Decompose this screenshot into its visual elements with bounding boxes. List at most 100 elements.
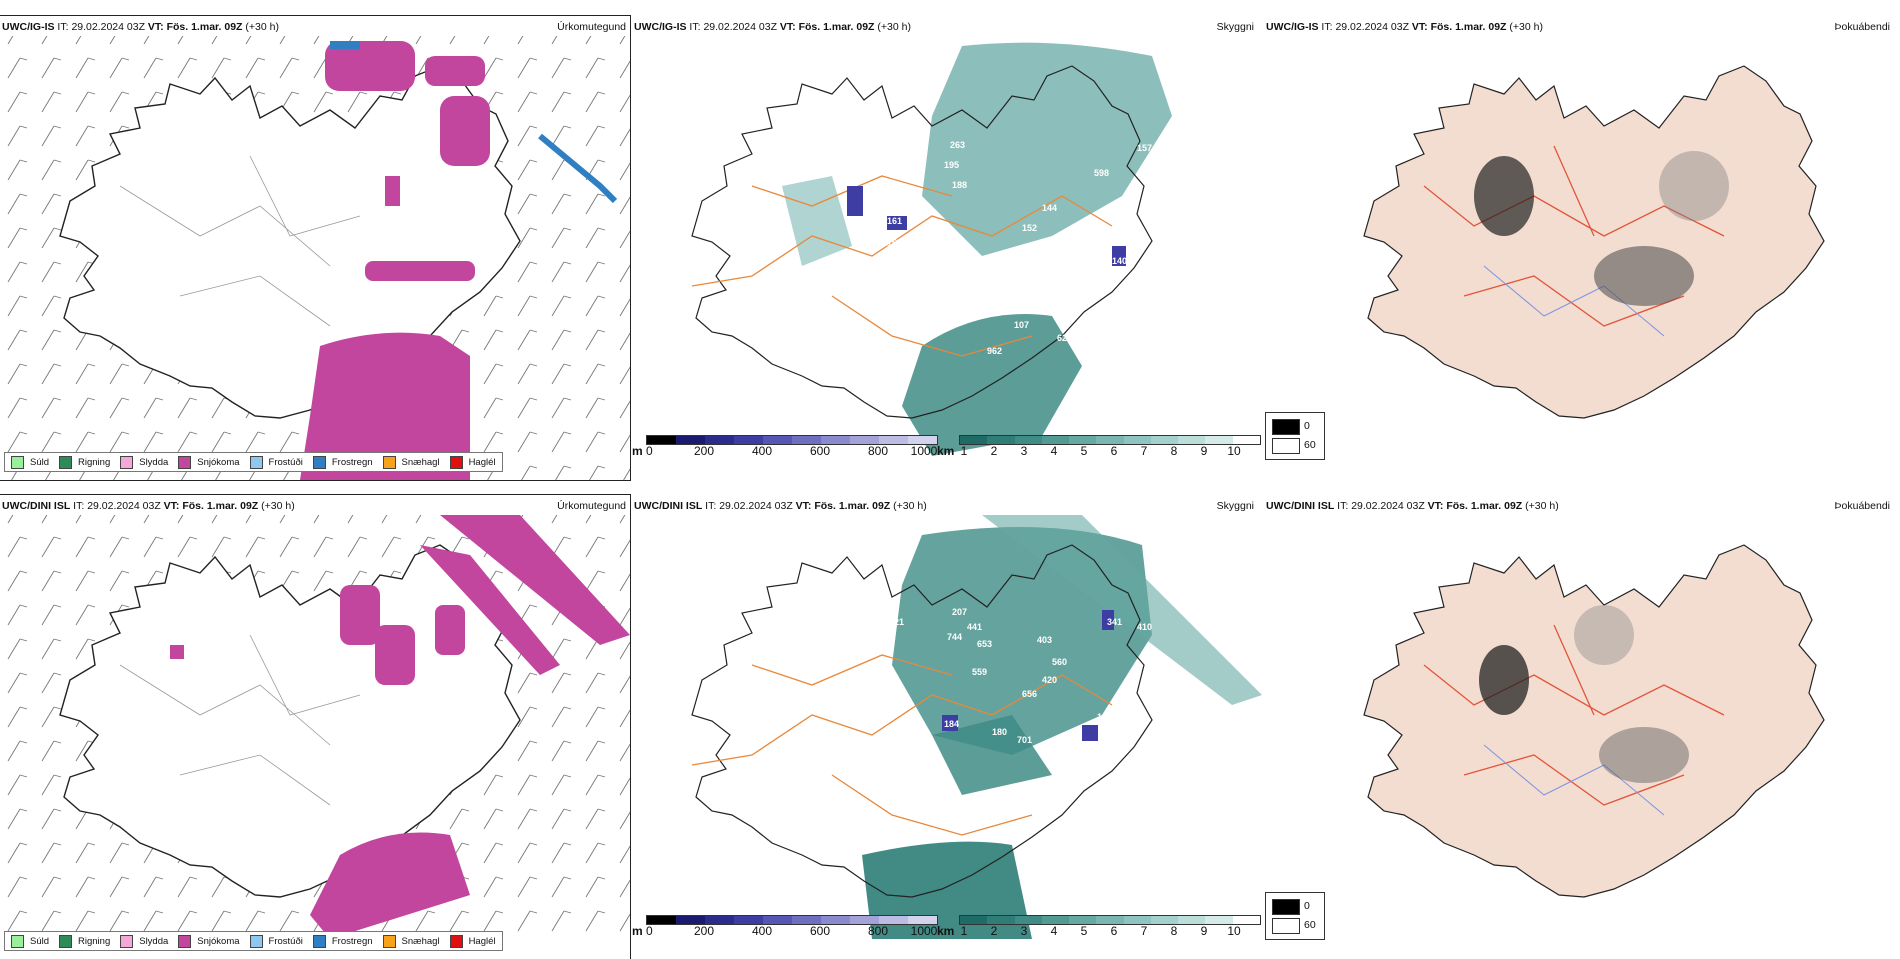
colorbar-segment [1178,436,1206,444]
colorbar-segment [647,436,676,444]
cloud-base-label: 152 [1022,223,1037,233]
colorbar-segment [1232,916,1260,924]
colorbar-segment [792,436,821,444]
cloud-base-label: 701 [1017,735,1032,745]
colorbar-segment [1041,436,1070,444]
panel-precip-type-dini: UWC/DINI ISL IT: 29.02.2024 03Z VT: Fös.… [0,494,631,959]
colorbar-segment [734,436,763,444]
colorbar-segment [1123,436,1151,444]
colorbar-segment [734,916,763,924]
cloud-base-label: 410 [1137,622,1152,632]
colorbar-segment [1205,916,1233,924]
colorbar-segment [1150,436,1179,444]
legend-item-freezing-drizzle: Frostúði [249,934,303,948]
cloud-base-label: 188 [1097,712,1112,722]
colorbar-segment [821,436,850,444]
colorbar-segment [850,436,879,444]
panel-visibility-igis: 263 195 188 161 157 148 144 152 172 175 … [632,16,1262,480]
cloud-base-label: 172 [1022,258,1037,268]
legend-item-rain: Rigning [59,934,110,948]
cloud-base-label: 656 [1022,689,1037,699]
panel-title: Skyggni [1216,500,1254,512]
colorbar-segment [908,436,937,444]
colorbar-segment [763,436,792,444]
legend-item-rain: Rigning [59,455,110,469]
colorbar-segment [821,916,850,924]
cloud-base-label: 560 [1052,657,1067,667]
cloud-base-label: 180 [992,727,1007,737]
cloud-base-label: 148 [937,238,952,248]
cloud-base-label: 136 [1052,735,1067,745]
colorbar-segment [879,916,908,924]
colorbar-segment [1014,916,1042,924]
colorbar-segment [1205,436,1233,444]
fog-legend: 0 60 [1265,412,1325,460]
colorbar-segment [792,916,821,924]
panel-title: Úrkomutegund [557,21,626,33]
cloud-base-label: 962 [987,346,1002,356]
legend-item-hail: Haglél [449,455,496,469]
legend-item-snow-pellets: Snæhagl [382,455,440,469]
legend-item-freezing-rain: Frostregn [312,934,373,948]
cloud-base-label: 559 [972,667,987,677]
panel-fog-igis: Þokuábendi [1264,16,1894,480]
cloud-base-label: 195 [944,160,959,170]
cloud-base-label: 157 [887,238,902,248]
cloud-base-label: 184 [944,719,959,729]
colorbar-segment [1178,916,1206,924]
cloud-base-label: 153 [1112,737,1127,747]
cloud-base-label: 441 [967,622,982,632]
colorbar-segment [705,436,734,444]
colorbar-segment [1096,916,1124,924]
colorbar-segment [647,916,676,924]
cloud-base-label: 199 [894,695,909,705]
cloud-base-label: 157 [1137,143,1152,153]
panel-header: UWC/IG-IS IT: 29.02.2024 03Z VT: Fös. 1.… [2,21,279,33]
cloud-base-label: 140 [1112,256,1127,266]
cloud-base-label: 107 [1014,320,1029,330]
colorbar-segment [1069,916,1097,924]
cloud-base-label: 403 [1037,635,1052,645]
colorbar-segment [879,436,908,444]
legend-item-sleet: Slydda [120,934,168,948]
legend-item-snow: Snjókoma [178,934,240,948]
panel-title: Skyggni [1216,21,1254,33]
legend-item-freezing-drizzle: Frostúði [249,455,303,469]
cloud-base-label: 207 [952,607,967,617]
cloud-base-label: 653 [977,639,992,649]
visibility-colorbar: km 1 2 3 4 5 6 7 8 9 10 [937,435,1267,465]
colorbar-segment [676,436,705,444]
panel-precip-type-igis: UWC/IG-IS IT: 29.02.2024 03Z VT: Fös. 1.… [0,15,631,481]
legend-item-drizzle: Súld [11,455,49,469]
colorbar-segment [1041,916,1070,924]
panel-header: UWC/IG-IS IT: 29.02.2024 03Z VT: Fös. 1.… [634,21,911,33]
panel-header: UWC/DINI ISL IT: 29.02.2024 03Z VT: Fös.… [2,500,295,512]
cloud-base-label: 144 [1042,203,1057,213]
precip-type-map [0,515,630,939]
colorbar-segment [908,916,937,924]
colorbar-segment [987,916,1015,924]
colorbar-segment [1232,436,1260,444]
panel-visibility-dini: 207 441 744 653 403 560 420 656 821 184 … [632,495,1262,939]
colorbar-segment [1069,436,1097,444]
panel-header: UWC/DINI ISL IT: 29.02.2024 03Z VT: Fös.… [634,500,927,512]
fog-map [1363,544,1825,898]
visibility-colorbar: km 1 2 3 4 5 6 7 8 9 10 [937,915,1267,945]
colorbar-segment [676,916,705,924]
panel-title: Þokuábendi [1834,21,1890,33]
colorbar-segment [1014,436,1042,444]
colorbar-segment [1150,916,1179,924]
panel-header: UWC/IG-IS IT: 29.02.2024 03Z VT: Fös. 1.… [1266,21,1543,33]
visibility-map: 207 441 744 653 403 560 420 656 821 184 … [691,515,1262,939]
legend-item-freezing-rain: Frostregn [312,455,373,469]
legend-item-snow: Snjókoma [178,455,240,469]
colorbar-segment [1123,916,1151,924]
legend-item-hail: Haglél [449,934,496,948]
cloud-base-label: 161 [887,216,902,226]
legend-item-drizzle: Súld [11,934,49,948]
precip-legend: Súld Rigning Slydda Snjókoma Frostúði Fr… [4,931,503,951]
cloud-base-label: 188 [952,180,967,190]
legend-item-sleet: Slydda [120,455,168,469]
panel-title: Úrkomutegund [557,500,626,512]
colorbar-segment [850,916,879,924]
